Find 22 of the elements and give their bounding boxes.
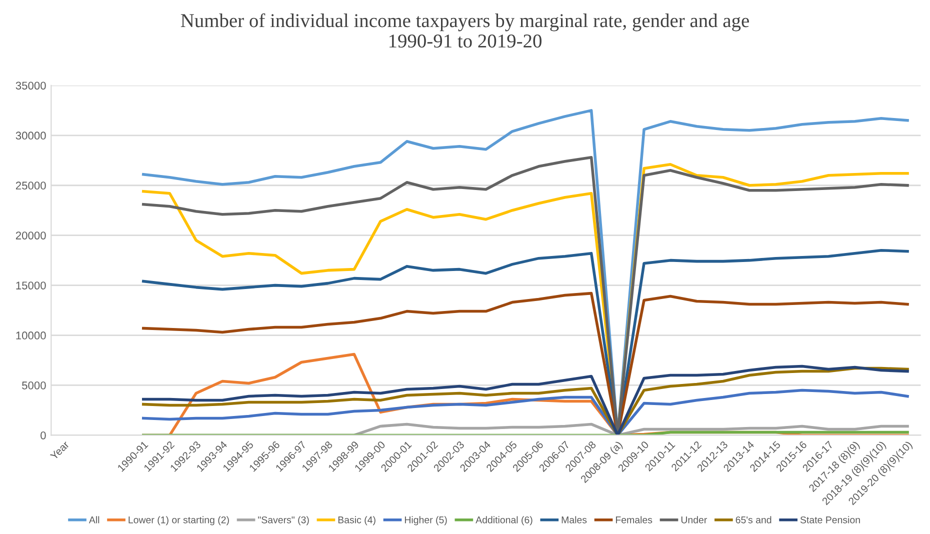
- y-tick-label: 30000: [16, 132, 46, 140]
- legend-label: All: [88, 516, 100, 524]
- y-tick-label: 10000: [16, 332, 46, 340]
- legend-label: Basic (4): [338, 516, 376, 526]
- legend-label: Higher (5): [404, 516, 447, 526]
- y-tick-label: 15000: [16, 282, 46, 290]
- x-tick-label: Year: [50, 440, 70, 460]
- y-tick-label: 20000: [16, 232, 46, 240]
- legend-label: "Savers" (3): [258, 516, 309, 526]
- y-tick-label: 0: [40, 431, 46, 440]
- legend-label: Females: [616, 516, 652, 524]
- y-tick-label: 5000: [22, 382, 46, 390]
- legend-label: Additional (6): [476, 516, 532, 526]
- legend-label: Lower (1) or starting (2): [128, 516, 229, 526]
- legend-label: 65's and: [736, 516, 772, 524]
- y-tick-label: 35000: [16, 82, 46, 90]
- chart-title: Number of individual income taxpayers by marginal rate, gender and age 1990-91 to 2019-20: [180, 13, 749, 48]
- legend-label: Under: [681, 516, 707, 524]
- line-series: [142, 388, 909, 436]
- legend-label: State Pension: [800, 516, 860, 524]
- legend-label: Males: [562, 516, 587, 524]
- y-tick-label: 25000: [16, 182, 46, 190]
